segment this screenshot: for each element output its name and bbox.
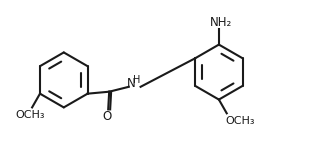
Text: OCH₃: OCH₃ bbox=[226, 116, 255, 126]
Text: H: H bbox=[133, 75, 140, 85]
Text: NH₂: NH₂ bbox=[210, 16, 232, 29]
Text: N: N bbox=[126, 77, 135, 90]
Text: OCH₃: OCH₃ bbox=[15, 110, 45, 120]
Text: O: O bbox=[103, 110, 112, 123]
